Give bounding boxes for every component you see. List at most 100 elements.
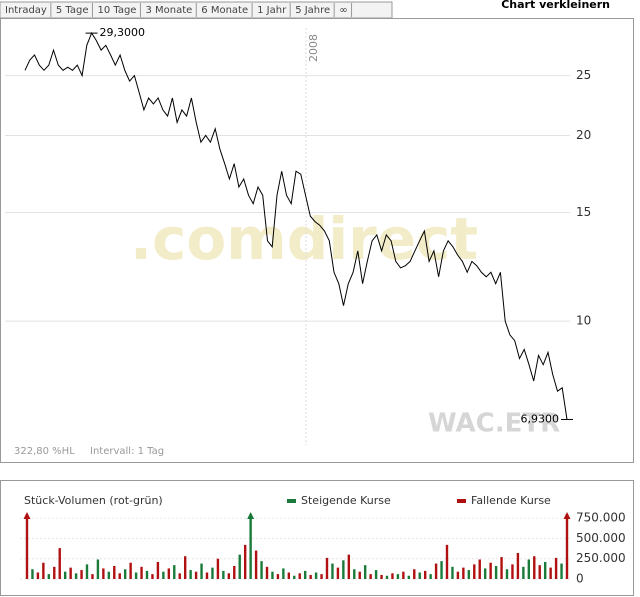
volume-bar — [227, 573, 231, 579]
year-label: 2008 — [307, 34, 320, 62]
volume-bar — [527, 559, 531, 579]
volume-bar — [522, 566, 525, 579]
volume-bar — [325, 557, 329, 579]
volume-bar — [445, 544, 449, 579]
legend-label: Fallende Kurse — [471, 494, 551, 507]
volume-bar — [91, 574, 94, 579]
volume-bar — [336, 567, 340, 579]
tab[interactable]: 5 Tage — [56, 5, 89, 16]
volume-bar — [189, 570, 192, 579]
y-tick-label: 25 — [576, 68, 591, 82]
tab[interactable]: Intraday — [5, 5, 47, 16]
volume-bar — [429, 574, 432, 579]
volume-bar — [178, 573, 181, 579]
volume-bar — [151, 574, 154, 579]
volume-bar — [260, 561, 263, 579]
legend-swatch — [457, 499, 466, 503]
volume-bar — [58, 548, 61, 579]
volume-bar — [396, 574, 400, 579]
volume-bar — [543, 561, 547, 579]
volume-bar — [74, 573, 78, 579]
volume-bar — [451, 566, 454, 579]
tab[interactable]: 3 Monate — [145, 5, 192, 16]
volume-bar — [418, 572, 421, 579]
volume-bar — [276, 574, 280, 579]
volume-bar — [303, 570, 307, 579]
volume-bar — [85, 564, 89, 579]
volume-bar — [554, 557, 558, 579]
volume-bar — [140, 566, 143, 579]
volume-bar — [31, 569, 34, 579]
price-line — [24, 32, 568, 420]
volume-bar — [391, 573, 394, 579]
volume-bar — [254, 550, 258, 579]
volume-bar — [102, 568, 105, 579]
symbol-watermark: WAC.ETR — [428, 409, 560, 439]
volume-bar — [222, 570, 225, 579]
volume-bar — [271, 571, 274, 579]
volume-bar — [282, 568, 285, 579]
volume-bar — [353, 569, 356, 579]
y-tick-label: 500.000 — [576, 531, 626, 545]
y-tick-label: 10 — [576, 314, 591, 328]
volume-bar — [113, 566, 116, 579]
volume-bar — [162, 571, 165, 579]
volume-bar — [538, 565, 541, 579]
volume-bar — [385, 575, 389, 579]
volume-bar — [369, 574, 372, 579]
volume-bar — [118, 573, 121, 579]
volume-bar — [516, 553, 520, 579]
y-tick-label: 15 — [576, 205, 591, 219]
tab[interactable]: 1 Jahr — [257, 5, 287, 16]
volume-bar — [462, 567, 465, 579]
volume-bar — [331, 563, 334, 579]
volume-bar — [80, 570, 83, 579]
volume-bar — [309, 574, 312, 579]
volume-bar — [134, 572, 138, 579]
tab[interactable]: 6 Monate — [201, 5, 248, 16]
volume-bar — [347, 554, 351, 579]
max-label: 29,3000 — [100, 26, 146, 39]
volume-bar — [500, 557, 503, 579]
volume-bar — [478, 559, 481, 579]
volume-bar — [473, 564, 476, 579]
overflow-arrow — [563, 512, 571, 519]
volume-bar — [494, 566, 498, 579]
tab[interactable]: 5 Jahre — [295, 5, 330, 16]
volume-bar — [145, 570, 149, 579]
y-tick-label: 750.000 — [576, 511, 626, 525]
volume-bar — [413, 569, 416, 579]
volume-bar — [173, 565, 176, 579]
volume-bar — [167, 568, 171, 579]
volume-bar — [298, 573, 301, 579]
legend-label: Steigende Kurse — [301, 494, 391, 507]
volume-bar — [533, 556, 536, 579]
volume-bar — [53, 566, 56, 579]
toggle-button[interactable]: Chart verkleinern — [501, 0, 610, 11]
volume-bar — [211, 567, 214, 579]
volume-bar — [374, 570, 378, 579]
volume-bar — [402, 571, 405, 579]
volume-bar — [287, 572, 291, 579]
volume-bar — [238, 554, 241, 579]
volume-bar — [358, 571, 361, 579]
volume-bar — [69, 567, 72, 579]
volume-bar — [565, 514, 569, 579]
footer-hl: 322,80 %HL — [14, 446, 75, 457]
volume-bar — [560, 563, 563, 579]
volume-bar — [63, 571, 67, 579]
main-panel — [0, 18, 634, 463]
y-tick-label: 20 — [576, 128, 591, 142]
tab[interactable]: ∞ — [339, 5, 347, 16]
volume-bar — [194, 571, 198, 579]
tab[interactable]: 10 Tage — [97, 5, 136, 16]
volume-bar — [243, 544, 247, 579]
volume-bar — [216, 558, 220, 579]
y-tick-label: 250.000 — [576, 551, 626, 565]
volume-bar — [96, 559, 100, 579]
volume-bar — [342, 560, 345, 579]
volume-bar — [233, 566, 236, 579]
volume-bar — [156, 561, 160, 579]
volume-bar — [434, 563, 438, 579]
